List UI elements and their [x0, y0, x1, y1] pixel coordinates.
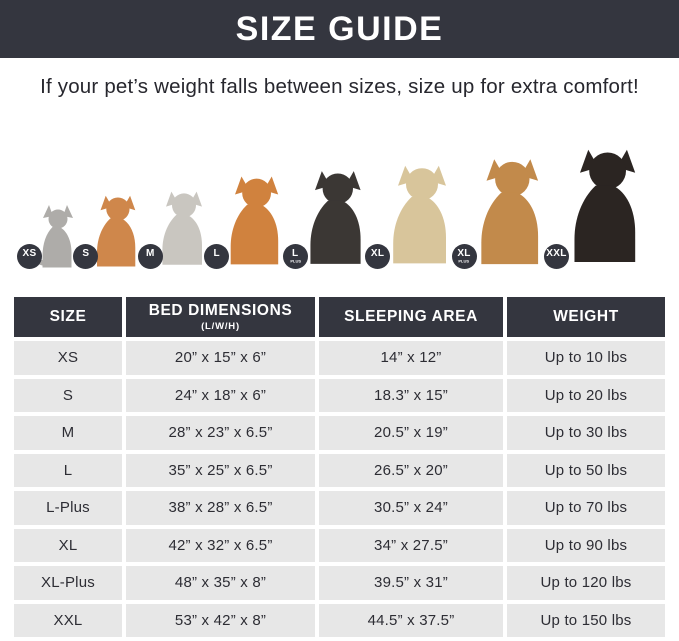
cell-weight: Up to 120 lbs	[507, 566, 665, 600]
cell-size: L-Plus	[14, 491, 122, 525]
badge-label: XS	[22, 248, 37, 259]
pet-size-row: XS S M L	[17, 113, 649, 269]
cell-size: XL	[14, 528, 122, 562]
size-badge-xl: XL	[365, 244, 391, 269]
column-header-label: SIZE	[49, 308, 87, 325]
column-header-size: SIZE	[14, 297, 122, 337]
pet-french-bulldog-image: M	[137, 185, 211, 269]
pet-border-collie-image: L PLUS	[282, 163, 372, 269]
dog-silhouette-icon	[557, 139, 649, 269]
cell-sleep: 44.5” x 37.5”	[319, 603, 503, 637]
cell-bed: 38” x 28” x 6.5”	[126, 491, 315, 525]
page-title: SIZE GUIDE	[235, 9, 444, 48]
column-header-sleeping-area: SLEEPING AREA	[319, 297, 503, 337]
size-badge-xs: XS	[17, 244, 42, 269]
cell-sleep: 14” x 12”	[319, 341, 503, 375]
title-bar: SIZE GUIDE	[0, 0, 679, 58]
cell-weight: Up to 20 lbs	[507, 378, 665, 412]
pet-shiba-inu-image: L	[204, 169, 289, 269]
cell-size: XXL	[14, 603, 122, 637]
size-badge-s: S	[73, 244, 99, 269]
badge-sublabel: PLUS	[458, 259, 470, 264]
dog-silhouette-icon	[465, 151, 551, 269]
badge-sublabel: PLUS	[289, 259, 301, 264]
cell-sleep: 34” x 27.5”	[319, 528, 503, 562]
cell-size: XS	[14, 341, 122, 375]
badge-label: XL	[370, 248, 385, 259]
cell-sleep: 18.3” x 15”	[319, 378, 503, 412]
size-badge-l: L	[204, 244, 230, 269]
cell-size: L	[14, 453, 122, 487]
cell-bed: 53” x 42” x 8”	[126, 603, 315, 637]
cell-size: S	[14, 378, 122, 412]
cell-weight: Up to 30 lbs	[507, 416, 665, 450]
size-badge-xxl: XXL	[543, 244, 569, 269]
cell-weight: Up to 150 lbs	[507, 603, 665, 637]
cell-bed: 48” x 35” x 8”	[126, 566, 315, 600]
cell-sleep: 39.5” x 31”	[319, 566, 503, 600]
cell-bed: 42” x 32” x 6.5”	[126, 528, 315, 562]
cell-weight: Up to 90 lbs	[507, 528, 665, 562]
pet-labrador-image: XL	[365, 157, 458, 269]
dog-silhouette-icon	[378, 157, 458, 269]
size-badge-l-plus: L PLUS	[282, 244, 308, 269]
column-header-bed-dimensions: BED DIMENSIONS (L/W/H)	[126, 297, 315, 337]
badge-label: S	[82, 248, 90, 259]
column-header-label: SLEEPING AREA	[344, 308, 478, 325]
cell-size: M	[14, 416, 122, 450]
size-badge-xl-plus: XL PLUS	[451, 244, 477, 269]
cell-weight: Up to 10 lbs	[507, 341, 665, 375]
column-header-sublabel: (L/W/H)	[201, 321, 240, 332]
badge-label: XL	[457, 248, 471, 259]
cell-sleep: 20.5” x 19”	[319, 416, 503, 450]
pet-cat-image: XS	[17, 203, 80, 269]
cell-size: XL-Plus	[14, 566, 122, 600]
badge-label: L	[291, 248, 299, 259]
column-header-label: WEIGHT	[553, 308, 619, 325]
cell-bed: 28” x 23” x 6.5”	[126, 416, 315, 450]
badge-label: L	[213, 248, 220, 259]
column-header-label: BED DIMENSIONS	[148, 302, 293, 319]
badge-label: XXL	[546, 248, 567, 259]
size-badge-m: M	[137, 244, 163, 269]
cell-sleep: 26.5” x 20”	[319, 453, 503, 487]
cell-weight: Up to 50 lbs	[507, 453, 665, 487]
pet-doberman-image: XXL	[543, 139, 649, 269]
cell-bed: 24” x 18” x 6”	[126, 378, 315, 412]
pet-pomeranian-image: S	[73, 191, 144, 269]
cell-weight: Up to 70 lbs	[507, 491, 665, 525]
pet-golden-retriever-image: XL PLUS	[451, 151, 551, 269]
column-header-weight: WEIGHT	[507, 297, 665, 337]
cell-bed: 35” x 25” x 6.5”	[126, 453, 315, 487]
cell-sleep: 30.5” x 24”	[319, 491, 503, 525]
size-table: SIZE BED DIMENSIONS (L/W/H) SLEEPING ARE…	[14, 297, 665, 637]
subtitle-text: If your pet’s weight falls between sizes…	[40, 75, 639, 98]
badge-label: M	[146, 248, 155, 259]
cell-bed: 20” x 15” x 6”	[126, 341, 315, 375]
